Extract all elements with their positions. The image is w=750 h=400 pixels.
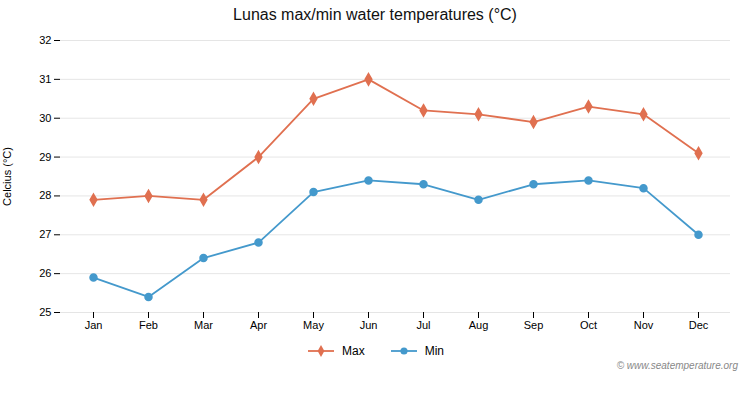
svg-text:Apr: Apr xyxy=(250,319,267,331)
svg-text:Jan: Jan xyxy=(85,319,103,331)
svg-text:Feb: Feb xyxy=(139,319,158,331)
svg-text:Aug: Aug xyxy=(469,319,489,331)
html-text:Min: Min xyxy=(424,344,444,358)
svg-text:29: 29 xyxy=(39,151,51,163)
svg-text:Nov: Nov xyxy=(634,319,654,331)
svg-text:25: 25 xyxy=(39,306,51,318)
html-text:© www.seatemperature.org: © www.seatemperature.org xyxy=(616,360,738,371)
svg-text:Dec: Dec xyxy=(689,319,709,331)
svg-text:32: 32 xyxy=(39,34,51,46)
svg-text:Oct: Oct xyxy=(580,319,597,331)
svg-text:26: 26 xyxy=(39,267,51,279)
svg-text:27: 27 xyxy=(39,228,51,240)
svg-text:28: 28 xyxy=(39,189,51,201)
svg-text:Mar: Mar xyxy=(194,319,213,331)
svg-text:30: 30 xyxy=(39,112,51,124)
svg-text:Celcius (°C): Celcius (°C) xyxy=(1,147,13,206)
html-text:Max: Max xyxy=(342,344,365,358)
svg-text:May: May xyxy=(303,319,324,331)
svg-text:Sep: Sep xyxy=(524,319,544,331)
html-text:Lunas max/min water temperatur: Lunas max/min water temperatures (°C) xyxy=(233,6,517,23)
svg-text:31: 31 xyxy=(39,73,51,85)
svg-text:Jul: Jul xyxy=(416,319,430,331)
svg-text:Jun: Jun xyxy=(360,319,378,331)
